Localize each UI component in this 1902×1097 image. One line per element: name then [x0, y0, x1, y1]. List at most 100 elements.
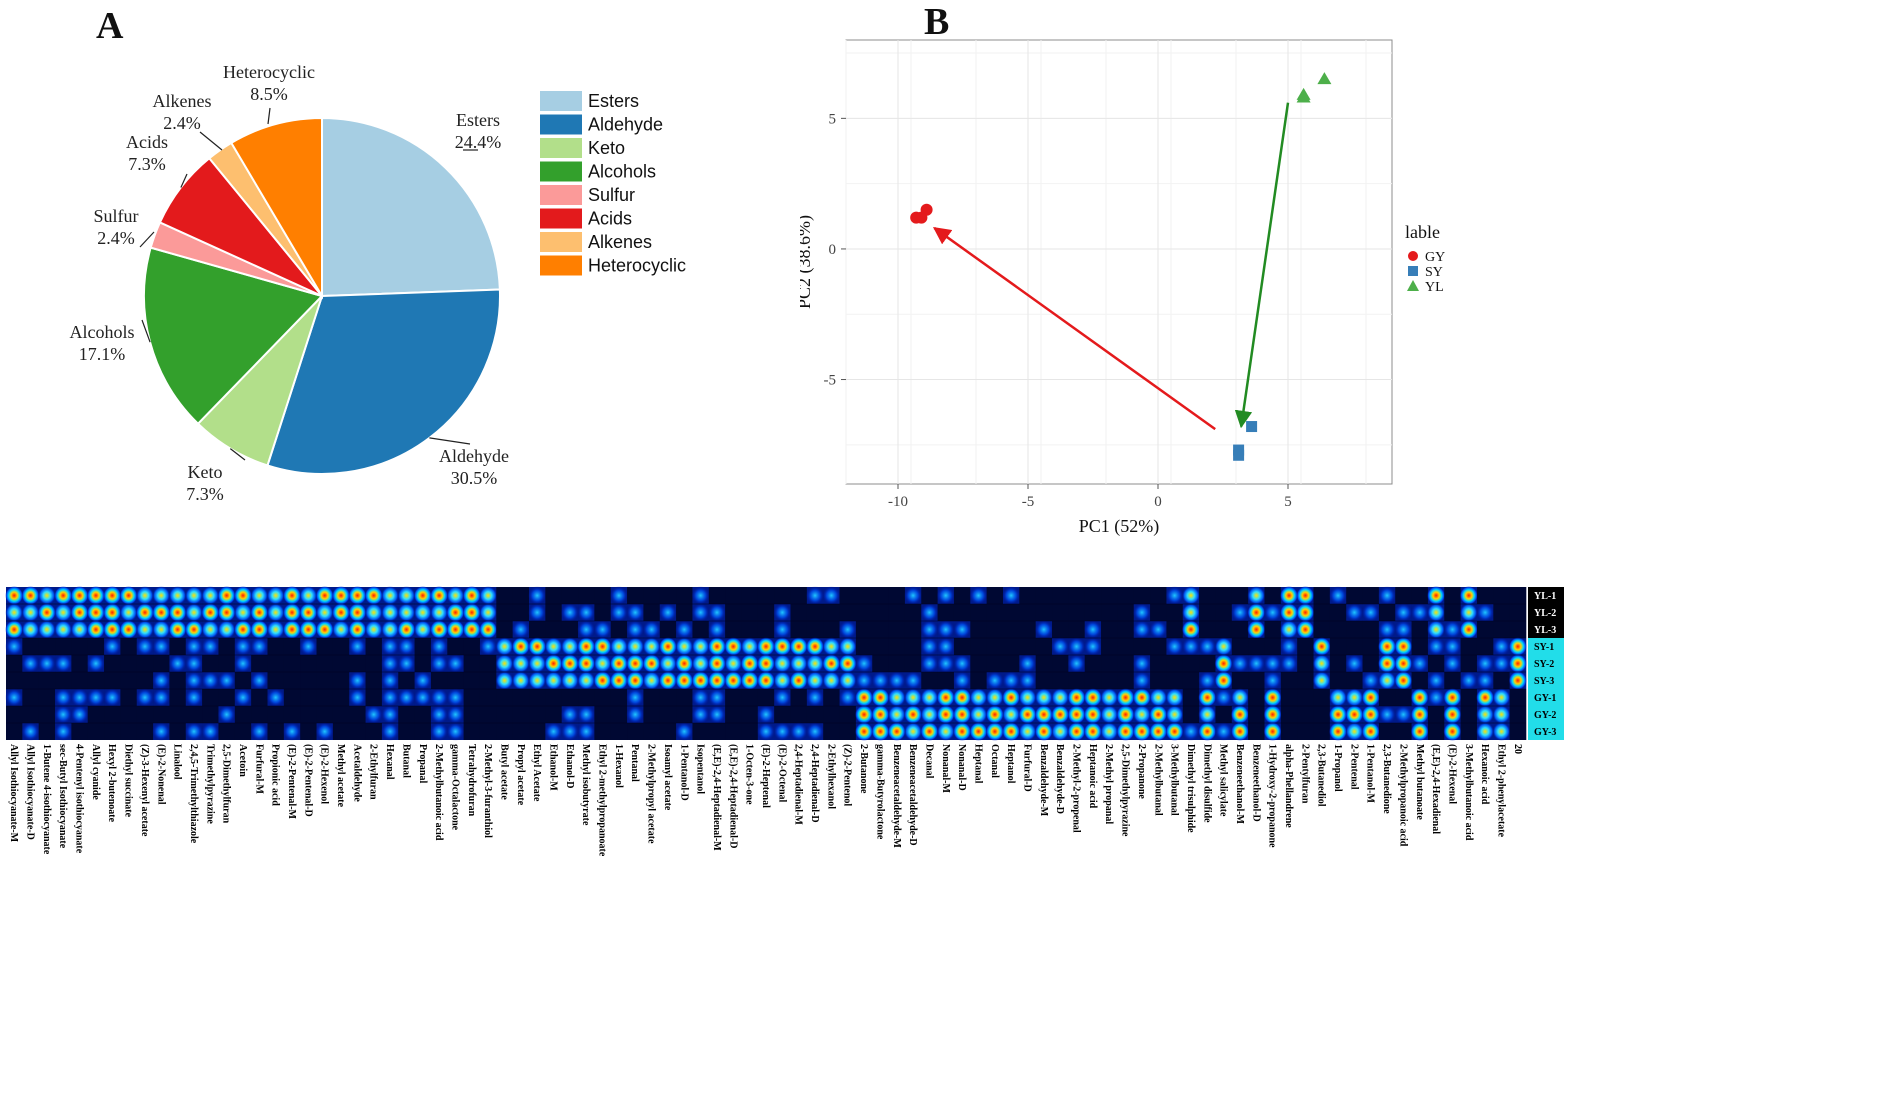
- heatmap-spot: [1312, 637, 1331, 656]
- heatmap-spot: [1263, 603, 1282, 622]
- column-label: 1-Octen-3-one: [744, 744, 755, 805]
- heatmap-spot: [1459, 603, 1478, 622]
- heatmap-spot: [757, 654, 775, 673]
- heatmap-cell: [725, 621, 742, 638]
- heatmap-spot: [724, 671, 743, 690]
- heatmap-spot: [1378, 637, 1397, 656]
- heatmap-cell: [1444, 672, 1461, 689]
- heatmap-cell: [332, 638, 350, 655]
- heatmap-spot: [234, 620, 252, 639]
- heatmap-spot: [152, 586, 171, 605]
- heatmap-spot: [1443, 705, 1462, 724]
- pie-percent-acids: 7.3%: [128, 154, 166, 174]
- column-label: 2,4-Heptadienal-D: [809, 744, 820, 823]
- heatmap-spot: [168, 586, 187, 605]
- heatmap-cell: [790, 587, 808, 604]
- heatmap-spot: [560, 722, 579, 741]
- heatmap-spot: [691, 654, 710, 673]
- heatmap-spot: [135, 637, 154, 656]
- row-label-bg-yl-3: [1528, 621, 1564, 638]
- heatmap-spot: [479, 586, 498, 605]
- heatmap-spot: [560, 654, 579, 673]
- heatmap-cell: [120, 706, 138, 723]
- heatmap-cell: [1427, 723, 1445, 740]
- heatmap-cell: [1052, 604, 1069, 621]
- column-label: 2-Ethylhexanol: [825, 744, 836, 809]
- heatmap-cell: [136, 706, 154, 723]
- column-label: Hexanoic acid: [1479, 744, 1490, 805]
- column-label: 2,5-Dimethylpyrazine: [1120, 744, 1131, 837]
- heatmap-cell: [1117, 655, 1135, 672]
- heatmap-cell: [872, 638, 889, 655]
- heatmap-spot: [1476, 688, 1495, 707]
- heatmap-spot: [152, 688, 171, 707]
- row-label-sy-1: SY-1: [1534, 642, 1554, 653]
- heatmap-cell: [1101, 672, 1118, 689]
- pca-plot-area: [845, 39, 1393, 485]
- heatmap-cell: [561, 621, 579, 638]
- row-label-bg-sy-3: [1528, 672, 1564, 689]
- heatmap-spot: [1361, 671, 1380, 690]
- heatmap-cell: [1248, 723, 1265, 740]
- heatmap-cell: [251, 655, 268, 672]
- heatmap-spot: [806, 637, 825, 656]
- heatmap-spot: [430, 705, 449, 724]
- heatmap-cell: [218, 655, 236, 672]
- heatmap-spot: [511, 671, 530, 690]
- pca-legend-key-sy: [1408, 266, 1418, 276]
- heatmap-spot: [1394, 671, 1413, 690]
- heatmap-spot: [37, 620, 56, 639]
- heatmap-spot: [1247, 620, 1266, 639]
- heatmap-spot: [5, 637, 24, 656]
- heatmap-spot: [1132, 620, 1151, 639]
- heatmap-spot: [299, 620, 318, 639]
- heatmap-cell: [872, 587, 889, 604]
- column-label: 2,5-Dimethylfuran: [221, 744, 232, 824]
- heatmap-spot: [1459, 586, 1478, 605]
- heatmap-spot: [675, 654, 694, 673]
- heatmap-spot: [789, 637, 808, 656]
- heatmap-cell: [71, 655, 89, 672]
- heatmap-cell: [283, 638, 301, 655]
- legend-label-heterocyclic: Heterocyclic: [588, 256, 686, 276]
- heatmap-cell: [202, 689, 219, 706]
- heatmap-spot: [381, 671, 400, 690]
- heatmap-cell: [479, 672, 497, 689]
- heatmap-spot: [985, 722, 1004, 741]
- heatmap-cell: [774, 587, 791, 604]
- heatmap-spot: [103, 603, 122, 622]
- column-label: Benzeneethanol-M: [1234, 744, 1245, 825]
- row-label-bg-yl-2: [1528, 604, 1564, 621]
- pca-point-yl: [1296, 90, 1311, 103]
- heatmap-cell: [1329, 621, 1347, 638]
- heatmap-cell: [414, 638, 432, 655]
- callout-line-sulfur: [139, 231, 155, 248]
- heatmap-spot: [642, 620, 661, 639]
- heatmap-cell: [1182, 689, 1200, 706]
- heatmap-cell: [104, 723, 121, 740]
- heatmap-spot: [54, 586, 73, 605]
- heatmap-spot: [528, 671, 547, 690]
- heatmap-spot: [691, 603, 710, 622]
- column-label: Ethanol-M: [548, 744, 559, 791]
- column-label: Pentanal: [629, 744, 640, 782]
- heatmap-spot: [936, 637, 955, 656]
- heatmap-spot: [822, 671, 841, 690]
- heatmap-spot: [1492, 637, 1511, 656]
- heatmap-cell: [823, 706, 840, 723]
- column-label: Propyl acetate: [515, 744, 526, 806]
- heatmap-cell: [38, 723, 56, 740]
- heatmap-spot: [544, 637, 563, 656]
- heatmap-spot: [381, 603, 400, 622]
- heatmap-spot: [1083, 637, 1102, 656]
- heatmap-spot: [315, 603, 334, 622]
- heatmap-spot: [806, 722, 825, 741]
- heatmap-cell: [659, 706, 677, 723]
- heatmap-cell: [1476, 621, 1494, 638]
- heatmap-spot: [642, 671, 661, 690]
- heatmap-cell: [610, 621, 628, 638]
- heatmap-spot: [1018, 688, 1037, 707]
- pca-point-gy: [915, 211, 928, 224]
- column-label: 3-Methylbutanoic acid: [1463, 744, 1474, 841]
- heatmap-spot: [1492, 688, 1511, 707]
